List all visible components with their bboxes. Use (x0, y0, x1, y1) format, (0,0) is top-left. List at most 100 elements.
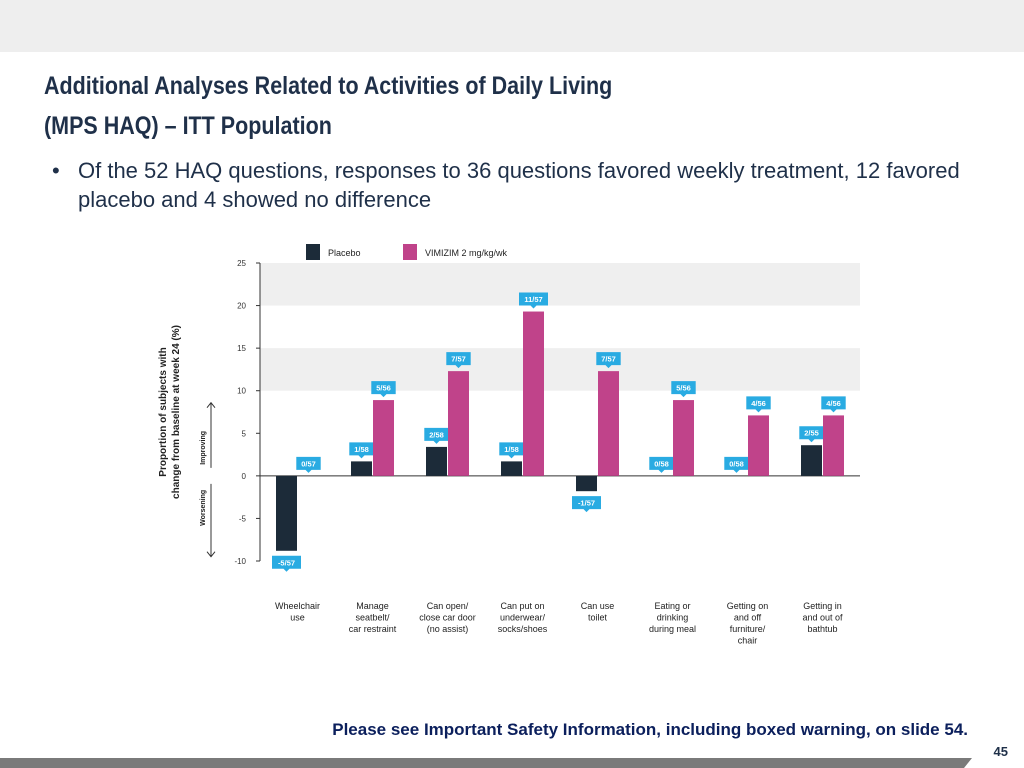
category-label: during meal (649, 624, 696, 634)
legend-label-vimizim: VIMIZIM 2 mg/kg/wk (425, 248, 508, 258)
vimizim-value-label-6-text: 4/56 (751, 399, 766, 408)
vimizim-value-label-7: 4/56 (821, 396, 846, 413)
vimizim-value-label-5-box (671, 381, 696, 398)
y-tick-label: 0 (242, 472, 247, 481)
placebo-value-label-6-text: 0/58 (729, 459, 744, 468)
y-axis-title-line-2: change from baseline at week 24 (%) (171, 325, 182, 499)
bullet-marker: • (52, 158, 60, 183)
category-label: underwear/ (500, 613, 546, 623)
vimizim-value-label-0: 0/57 (296, 456, 321, 473)
category-label: Eating or (654, 601, 690, 611)
legend-swatch-placebo (306, 244, 320, 260)
placebo-value-label-3-text: 1/58 (504, 445, 519, 454)
page-number: 45 (993, 744, 1008, 759)
placebo-value-label-0-text: -5/57 (278, 558, 295, 567)
placebo-value-label-5: 0/58 (649, 456, 674, 473)
placebo-value-label-1-box (349, 442, 374, 459)
category-label: seatbelt/ (355, 613, 390, 623)
category-label: use (290, 613, 305, 623)
category-label: Getting on (727, 601, 769, 611)
legend-swatch-vimizim (403, 244, 417, 260)
vimizim-bar-4 (598, 371, 619, 476)
vimizim-bar-3 (523, 311, 544, 476)
vimizim-value-label-0-text: 0/57 (301, 459, 316, 468)
placebo-value-label-0: -5/57 (272, 555, 301, 572)
safety-information-note: Please see Important Safety Information,… (332, 720, 968, 739)
placebo-value-label-7-text: 2/55 (804, 429, 819, 438)
placebo-value-label-3: 1/58 (499, 442, 524, 459)
category-label: toilet (588, 613, 608, 623)
category-label: chair (738, 636, 758, 646)
slide-title: Additional Analyses Related to Activitie… (44, 66, 612, 146)
header-band (0, 0, 1024, 52)
category-label: close car door (419, 613, 476, 623)
grid-band (260, 348, 860, 391)
vimizim-value-label-0-box (296, 456, 321, 473)
vimizim-value-label-4-box (596, 352, 621, 369)
bar-chart: -10 -5 0 5 10 15 20 25 Proportion of subjects wi… (158, 244, 860, 646)
placebo-value-label-5-box (649, 456, 674, 473)
vimizim-value-label-4-text: 7/57 (601, 355, 616, 364)
category-label: Can open/ (427, 601, 469, 611)
vimizim-value-label-2: 7/57 (446, 352, 471, 369)
vimizim-value-label-3-box (519, 292, 548, 309)
vimizim-bar-5 (673, 400, 694, 476)
category-label: Can put on (500, 601, 544, 611)
placebo-value-label-3-box (499, 442, 524, 459)
vimizim-bar-7 (823, 415, 844, 476)
category-label: and off (734, 613, 762, 623)
vimizim-value-label-7-box (821, 396, 846, 413)
placebo-bar-1 (351, 461, 372, 476)
vimizim-value-label-2-box (446, 352, 471, 369)
vimizim-value-label-2-text: 7/57 (451, 355, 466, 364)
vimizim-value-label-6: 4/56 (746, 396, 771, 413)
worsening-label: Worsening (200, 490, 207, 526)
placebo-value-label-2-text: 2/58 (429, 430, 444, 439)
worsening-arrowhead (206, 551, 216, 558)
placebo-value-label-1: 1/58 (349, 442, 374, 459)
bullet-text: Of the 52 HAQ questions, responses to 36… (78, 158, 960, 212)
vimizim-value-label-6-box (746, 396, 771, 413)
y-tick-label: -10 (234, 557, 246, 566)
vimizim-bar-2 (448, 371, 469, 476)
category-label: Manage (356, 601, 389, 611)
category-label: furniture/ (730, 624, 766, 634)
vimizim-value-label-7-text: 4/56 (826, 399, 841, 408)
category-label: (no assist) (427, 624, 469, 634)
y-tick-label: 15 (237, 344, 246, 353)
vimizim-value-label-1: 5/56 (371, 381, 396, 398)
y-tick-label: -5 (239, 514, 247, 523)
vimizim-value-label-3: 11/57 (519, 292, 548, 309)
placebo-value-label-7-box (799, 426, 824, 443)
category-label: bathtub (807, 624, 837, 634)
placebo-value-label-7: 2/55 (799, 426, 824, 443)
category-label: car restraint (349, 624, 397, 634)
placebo-value-label-2-box (424, 427, 449, 444)
vimizim-value-label-5: 5/56 (671, 381, 696, 398)
placebo-value-label-4-box (572, 496, 601, 513)
vimizim-value-label-4: 7/57 (596, 352, 621, 369)
vimizim-bar-1 (373, 400, 394, 476)
footer-bar (0, 758, 972, 768)
placebo-value-label-5-text: 0/58 (654, 459, 669, 468)
placebo-value-label-6: 0/58 (724, 456, 749, 473)
placebo-value-label-4-text: -1/57 (578, 499, 595, 508)
y-tick-label: 20 (237, 302, 246, 311)
placebo-value-label-0-box (272, 555, 301, 572)
category-label: drinking (657, 613, 689, 623)
placebo-value-label-2: 2/58 (424, 427, 449, 444)
slide-title-line-2: (MPS HAQ) – ITT Population (44, 112, 332, 140)
y-tick-label: 10 (237, 387, 246, 396)
vimizim-value-label-1-box (371, 381, 396, 398)
placebo-bar-4 (576, 475, 597, 492)
y-axis-title-line-1: Proportion of subjects with (158, 347, 169, 476)
vimizim-value-label-5-text: 5/56 (676, 384, 691, 393)
placebo-bar-3 (501, 461, 522, 476)
y-tick-label: 5 (242, 429, 247, 438)
vimizim-value-label-1-text: 5/56 (376, 384, 391, 393)
placebo-value-label-6-box (724, 456, 749, 473)
placebo-bar-2 (426, 446, 447, 476)
improving-arrowhead (206, 401, 216, 408)
y-tick-label: 25 (237, 259, 246, 268)
placebo-value-label-4: -1/57 (572, 496, 601, 513)
